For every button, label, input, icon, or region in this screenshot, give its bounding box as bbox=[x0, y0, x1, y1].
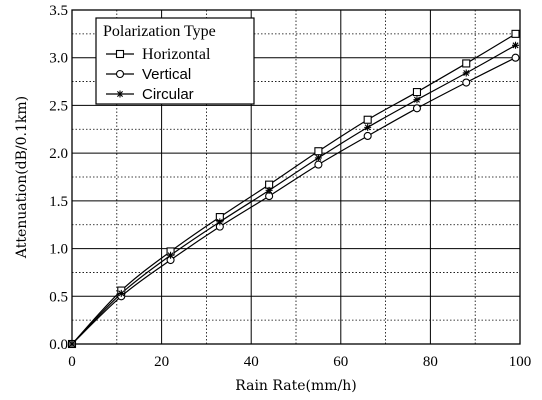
series-curves bbox=[71, 33, 516, 345]
y-tick-labels: 0.0 0.5 1.0 1.5 2.0 2.5 3.0 3.5 bbox=[49, 3, 68, 353]
x-tick-label: 0 bbox=[68, 354, 76, 370]
series-line-circular bbox=[71, 44, 516, 345]
data-point bbox=[314, 160, 323, 169]
series-line-horizontal bbox=[71, 33, 516, 345]
series-line-vertical bbox=[71, 57, 516, 345]
x-tick-label: 100 bbox=[509, 354, 532, 370]
data-point bbox=[314, 154, 322, 162]
data-point bbox=[314, 147, 323, 156]
y-axis-label: Attenuation(dB/0.1km) bbox=[14, 96, 30, 259]
legend-entry-vertical: Vertical bbox=[142, 66, 191, 83]
y-tick-label: 0.5 bbox=[49, 289, 68, 305]
data-point bbox=[216, 218, 224, 226]
data-point bbox=[462, 69, 470, 77]
data-point bbox=[462, 59, 471, 68]
x-axis-label: Rain Rate(mm/h) bbox=[235, 378, 356, 394]
x-tick-label: 20 bbox=[154, 354, 169, 370]
data-point bbox=[412, 88, 422, 97]
data-point bbox=[265, 186, 273, 194]
x-tick-label: 60 bbox=[333, 354, 348, 370]
data-point bbox=[412, 104, 422, 113]
y-tick-label: 1.0 bbox=[49, 242, 68, 258]
data-point bbox=[363, 131, 372, 141]
data-point bbox=[364, 123, 372, 131]
y-tick-label: 3.5 bbox=[49, 3, 68, 19]
y-tick-label: 3.0 bbox=[49, 51, 68, 67]
legend-entry-horizontal: Horizontal bbox=[142, 46, 211, 63]
y-tick-label: 0.0 bbox=[49, 337, 68, 353]
data-point bbox=[511, 53, 520, 62]
data-point bbox=[363, 115, 372, 124]
legend-box bbox=[95, 17, 255, 105]
x-tick-label: 80 bbox=[423, 354, 438, 370]
legend: Polarization Type Horizontal Vertical Circ… bbox=[95, 17, 255, 105]
data-point bbox=[462, 78, 471, 87]
data-point bbox=[115, 49, 125, 59]
legend-title: Polarization Type bbox=[103, 23, 216, 40]
data-point bbox=[167, 251, 175, 259]
legend-entry-circular: Circular bbox=[142, 86, 194, 103]
data-point bbox=[512, 41, 520, 49]
y-tick-label: 2.5 bbox=[49, 98, 68, 114]
data-point bbox=[511, 29, 520, 38]
data-point bbox=[413, 96, 421, 104]
series-markers bbox=[67, 29, 520, 349]
y-tick-label: 1.5 bbox=[49, 194, 68, 210]
data-point bbox=[116, 90, 124, 98]
x-tick-label: 40 bbox=[244, 354, 259, 370]
data-point bbox=[117, 289, 125, 297]
x-tick-labels: 0 20 40 60 80 100 bbox=[68, 354, 531, 370]
y-tick-label: 2.0 bbox=[49, 146, 68, 162]
plot-frame bbox=[71, 9, 521, 345]
data-point bbox=[115, 69, 125, 79]
